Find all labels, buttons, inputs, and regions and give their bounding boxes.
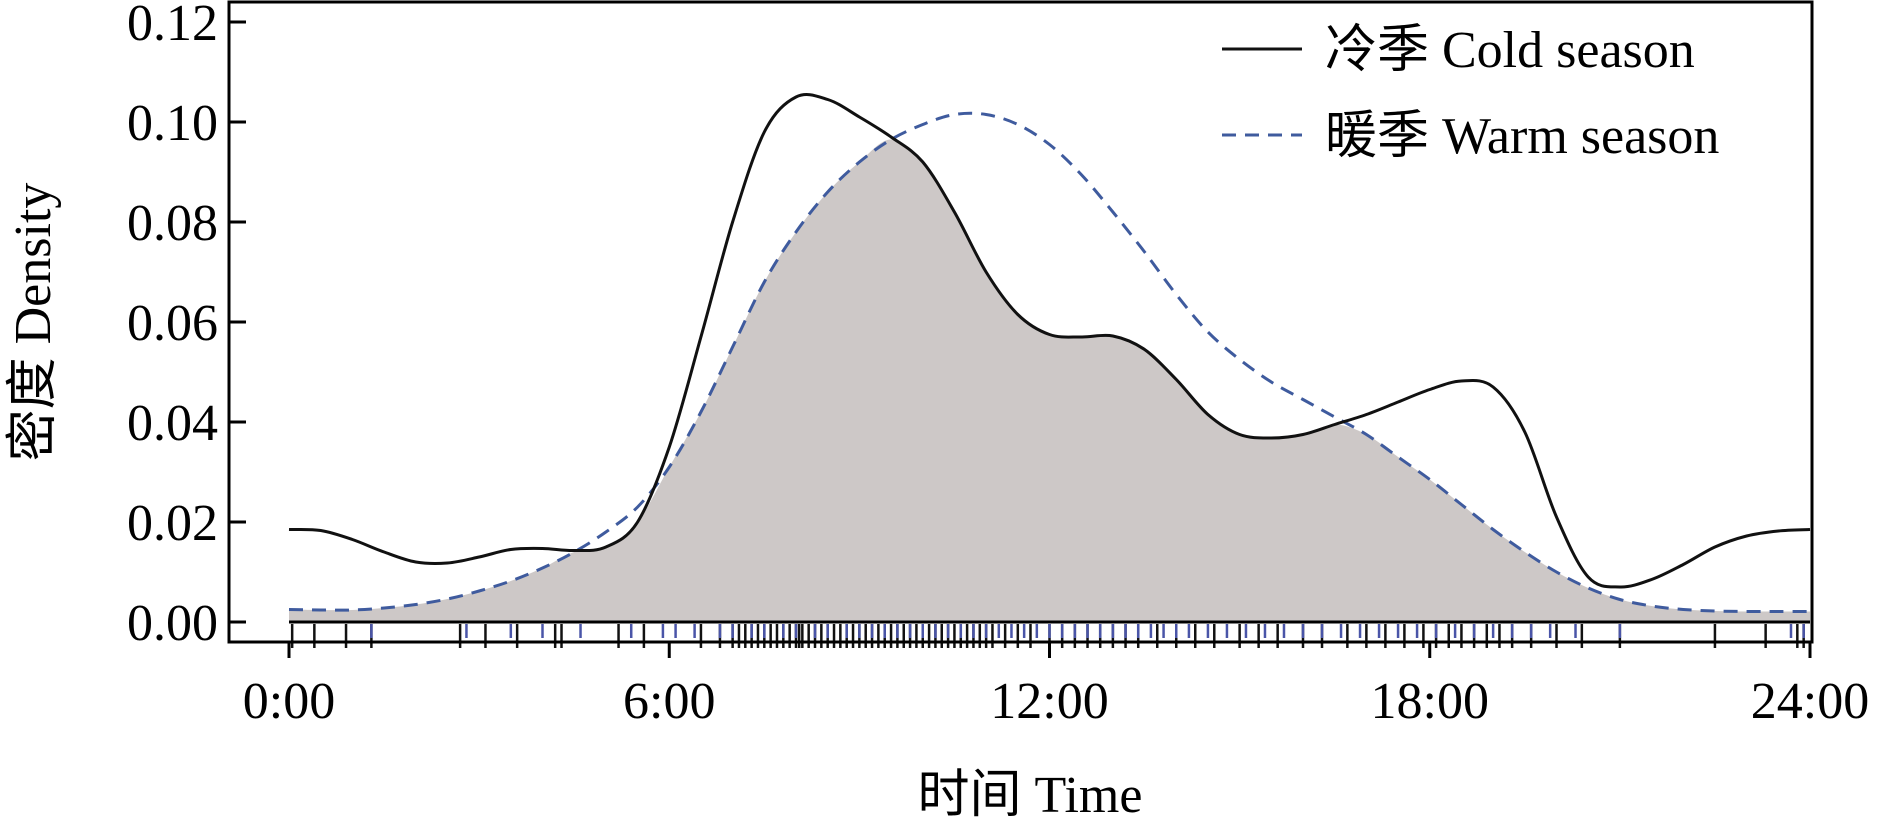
y-tick-label: 0.02 (127, 495, 218, 552)
x-tick-label: 6:00 (623, 673, 715, 730)
legend: 冷季 Cold season 暖季 Warm season (1222, 22, 1719, 165)
y-axis-title: 密度 Density (5, 183, 62, 462)
x-tick-label: 12:00 (990, 673, 1108, 730)
x-tick-label: 24:00 (1751, 673, 1869, 730)
overlap-area (289, 139, 1810, 622)
series-line-warm (288, 111, 1810, 614)
series-layer (288, 93, 1811, 614)
legend-label-warm: 暖季 Warm season (1325, 108, 1719, 165)
y-tick-label: 0.04 (127, 395, 218, 452)
y-axis: 0.00 0.02 0.04 0.06 0.08 0.10 0.12 (127, 0, 246, 652)
x-axis: 0:00 6:00 12:00 18:00 24:00 (243, 642, 1869, 730)
y-tick-label: 0.10 (127, 95, 218, 152)
overlap-fill-layer (289, 139, 1810, 624)
x-tick-label: 18:00 (1371, 673, 1489, 730)
y-tick-label: 0.08 (127, 195, 218, 252)
x-tick-label: 0:00 (243, 673, 335, 730)
y-tick-label: 0.12 (127, 0, 218, 52)
y-tick-label: 0.06 (127, 295, 218, 352)
x-axis-title: 时间 Time (918, 767, 1143, 822)
y-tick-label: 0.00 (127, 595, 218, 652)
series-line-cold (288, 93, 1811, 589)
rug-layer (290, 624, 1805, 648)
legend-label-cold: 冷季 Cold season (1325, 22, 1695, 79)
